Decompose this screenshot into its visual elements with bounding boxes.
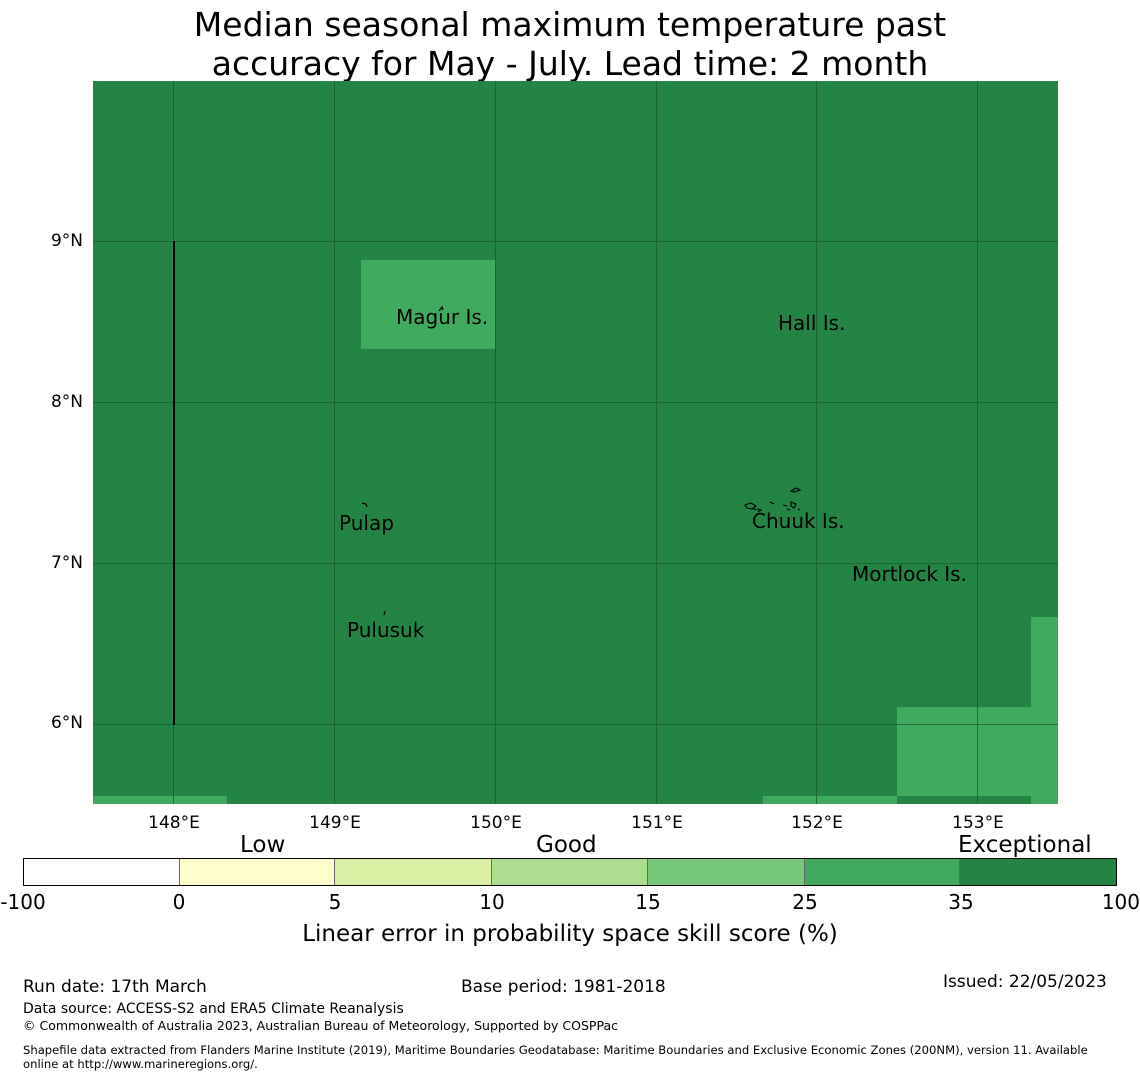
base-period: Base period: 1981-2018 bbox=[461, 977, 666, 997]
lat-label: 9°N bbox=[50, 231, 83, 251]
grid-line bbox=[334, 81, 335, 804]
colorbar-segment bbox=[647, 859, 805, 885]
place-label-mortlock: Mortlock Is. bbox=[852, 562, 967, 586]
colorbar-segment bbox=[492, 859, 648, 885]
colorbar-tick: 0 bbox=[172, 890, 186, 914]
run-date: Run date: 17th March bbox=[23, 977, 207, 997]
colorbar bbox=[23, 858, 1117, 886]
skill-cell bbox=[897, 796, 1031, 804]
skill-cell bbox=[361, 260, 495, 349]
pulap-island-outline bbox=[361, 502, 368, 508]
lon-label: 150°E bbox=[470, 813, 522, 833]
colorbar-tick: 25 bbox=[792, 890, 818, 914]
lon-label: 148°E bbox=[148, 813, 200, 833]
colorbar-tick: 100 bbox=[1101, 890, 1140, 914]
category-low: Low bbox=[240, 832, 286, 858]
colorbar-tick: -100 bbox=[0, 890, 46, 914]
lon-label: 151°E bbox=[631, 813, 683, 833]
island-outlines bbox=[361, 305, 802, 616]
colorbar-tick: 10 bbox=[479, 890, 505, 914]
issued-date: Issued: 22/05/2023 bbox=[943, 972, 1107, 992]
chuuk-lagoon-outline bbox=[744, 487, 802, 513]
lat-label: 7°N bbox=[50, 553, 83, 573]
skill-cell bbox=[763, 796, 897, 804]
map-panel bbox=[93, 81, 1058, 804]
colorbar-tick: 35 bbox=[948, 890, 974, 914]
grid-line bbox=[816, 81, 817, 804]
place-label-pulap: Pulap bbox=[339, 511, 394, 535]
copyright: © Commonwealth of Australia 2023, Austra… bbox=[23, 1018, 618, 1033]
shapefile-credit-2: online at http://www.marineregions.org/. bbox=[23, 1057, 258, 1071]
title-line-1: Median seasonal maximum temperature past bbox=[193, 5, 947, 44]
category-good: Good bbox=[536, 832, 597, 858]
skill-cell bbox=[1031, 617, 1058, 804]
category-exceptional: Exceptional bbox=[958, 832, 1092, 858]
grid-line bbox=[495, 81, 496, 804]
grid-line bbox=[93, 402, 1058, 403]
colorbar-segment bbox=[335, 859, 493, 885]
eez-boundary-line bbox=[173, 241, 175, 725]
colorbar-segment bbox=[24, 859, 180, 885]
data-source: Data source: ACCESS-S2 and ERA5 Climate … bbox=[23, 1001, 404, 1017]
colorbar-tick: 15 bbox=[635, 890, 661, 914]
lat-label: 8°N bbox=[50, 392, 83, 412]
pulusuk-island-outline bbox=[383, 610, 386, 616]
colorbar-segment bbox=[804, 859, 961, 885]
grid-line bbox=[93, 241, 1058, 242]
place-label-hall: Hall Is. bbox=[778, 311, 846, 335]
lon-label: 152°E bbox=[791, 813, 843, 833]
grid-line bbox=[93, 724, 1058, 725]
shapefile-credit-1: Shapefile data extracted from Flanders M… bbox=[23, 1043, 1088, 1057]
skill-cell bbox=[93, 796, 227, 804]
colorbar-axis-label: Linear error in probability space skill … bbox=[302, 921, 838, 947]
colorbar-segment bbox=[960, 859, 1117, 885]
skill-cell bbox=[897, 707, 1031, 804]
grid-line bbox=[977, 81, 978, 804]
chart-title: Median seasonal maximum temperature past… bbox=[0, 5, 1140, 83]
grid-line bbox=[656, 81, 657, 804]
lat-label: 6°N bbox=[50, 713, 83, 733]
place-label-pulusuk: Pulusuk bbox=[347, 618, 425, 642]
colorbar-tick: 5 bbox=[328, 890, 342, 914]
grid-line bbox=[93, 563, 1058, 564]
place-label-magur: Magur Is. bbox=[396, 305, 489, 329]
lon-label: 153°E bbox=[952, 813, 1004, 833]
title-line-2: accuracy for May - July. Lead time: 2 mo… bbox=[211, 44, 929, 83]
place-label-chuuk: Chuuk Is. bbox=[752, 509, 845, 533]
colorbar-segment bbox=[179, 859, 336, 885]
magur-island-outline bbox=[438, 305, 444, 312]
lon-label: 149°E bbox=[309, 813, 361, 833]
